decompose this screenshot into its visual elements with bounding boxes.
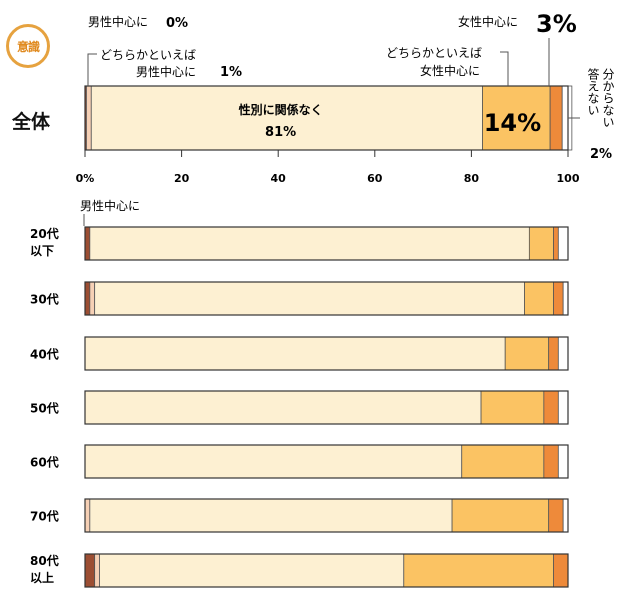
age-bar-7-segment-5 (553, 553, 569, 588)
age-label-4: 50代 (30, 401, 59, 416)
age-bar-6-outline (84, 498, 569, 533)
age-bar-4-segment-3 (84, 390, 482, 425)
age-bar-3-outline (84, 336, 569, 371)
age-bar-1-segment-3 (89, 226, 530, 261)
age-bar-2-segment-6 (562, 281, 569, 316)
unknown-annotation-line2: 答えない (586, 67, 600, 116)
age-label-1-line1: 20代 (30, 226, 59, 241)
x-tick-label-4: 80 (464, 172, 480, 185)
age-label-2: 30代 (30, 292, 59, 307)
x-tick-label-0: 0% (76, 172, 95, 185)
age-bar-6-segment-6 (562, 498, 569, 533)
lean-male-pct-annotation: 1% (220, 65, 242, 80)
lean-male-annotation-line2: 男性中心に (136, 64, 196, 79)
age-bar-2-segment-2 (89, 281, 96, 316)
age-male-note: 男性中心に (80, 198, 140, 213)
male-annotation: 男性中心に (88, 14, 148, 29)
age-bar-5-outline (84, 444, 569, 479)
x-tick-label-5: 100 (557, 172, 580, 185)
neutral-pct-label: 81% (265, 125, 296, 140)
age-bar-5-segment-4 (461, 444, 545, 479)
overall-label: 全体 (11, 110, 51, 133)
lean-male-annotation-line1: どちらかといえば (100, 48, 196, 62)
age-bar-5-segment-6 (557, 444, 569, 479)
unknown-annotation-line1: 分からない (601, 68, 615, 128)
age-bar-3-segment-6 (557, 336, 569, 371)
age-bar-1-segment-4 (528, 226, 554, 261)
age-bar-3-segment-5 (548, 336, 559, 371)
female-pct-annotation: 3% (536, 10, 577, 38)
age-bar-1-segment-1 (84, 226, 91, 261)
age-label-6: 70代 (30, 509, 59, 524)
x-tick-label-1: 20 (174, 172, 190, 185)
age-bar-2-segment-4 (524, 281, 554, 316)
age-label-3: 40代 (30, 347, 59, 362)
age-bar-5-segment-5 (543, 444, 559, 479)
topic-badge: 意識 (6, 24, 50, 68)
age-bar-1-outline (84, 226, 569, 261)
overall-bar-segment-5 (549, 85, 563, 151)
overall-bar-segment-2 (86, 85, 92, 151)
age-bar-6-segment-4 (451, 498, 550, 533)
age-bar-6-segment-2 (84, 498, 91, 533)
age-label-7-line2: 以上 (30, 570, 54, 585)
lean-female-annotation-line2: 女性中心に (420, 63, 480, 78)
neutral-label: 性別に関係なく (238, 102, 323, 117)
x-tick-label-3: 60 (367, 172, 383, 185)
age-bar-7-segment-4 (403, 553, 554, 588)
age-bar-7-outline (84, 553, 569, 588)
age-bar-5-segment-3 (84, 444, 463, 479)
age-bar-1-segment-6 (557, 226, 569, 261)
age-bar-4-segment-6 (557, 390, 569, 425)
age-bar-7-segment-3 (99, 553, 405, 588)
overall-bar-segment-3 (90, 85, 483, 151)
x-tick-label-2: 40 (271, 172, 287, 185)
age-bar-2-segment-3 (94, 281, 525, 316)
lean-male-leader (87, 53, 97, 86)
age-bar-2-segment-1 (84, 281, 91, 316)
age-bar-7-segment-2 (94, 553, 100, 588)
age-bar-7-segment-1 (84, 553, 96, 588)
lean-female-annotation-line1: どちらかといえば (386, 46, 482, 60)
male-pct-annotation: 0% (166, 16, 188, 31)
age-bar-4-outline (84, 390, 569, 425)
age-label-5: 60代 (30, 455, 59, 470)
age-bar-3-segment-4 (504, 336, 550, 371)
age-bar-4-segment-5 (543, 390, 559, 425)
age-bar-6-segment-3 (89, 498, 453, 533)
female-annotation: 女性中心に (458, 14, 518, 29)
age-bar-2-segment-5 (553, 281, 564, 316)
lean-female-leader (500, 51, 509, 86)
age-bar-6-segment-5 (548, 498, 564, 533)
age-label-7-line1: 80代 (30, 553, 59, 568)
badge-label: 意識 (16, 39, 40, 54)
age-bar-1-segment-5 (553, 226, 559, 261)
age-bar-3-segment-3 (84, 336, 506, 371)
age-label-1-line2: 以下 (30, 244, 54, 258)
unknown-pct-annotation: 2% (590, 147, 612, 162)
lean-female-pct-label: 14% (484, 109, 541, 137)
age-bar-4-segment-4 (480, 390, 545, 425)
age-bar-2-outline (84, 281, 569, 316)
